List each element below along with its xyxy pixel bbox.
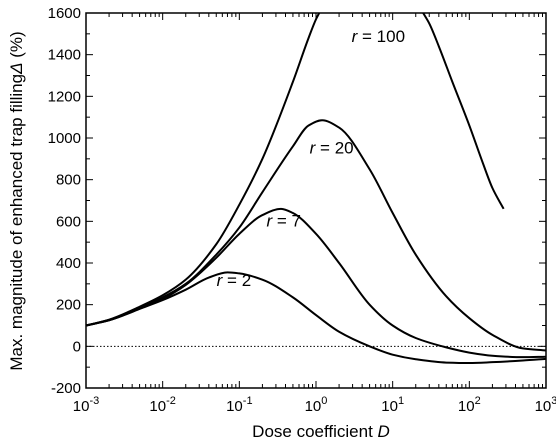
- x-tick-label: 10-2: [149, 395, 175, 415]
- y-tick-label: 1200: [48, 88, 81, 105]
- curve-labels-layer: r = 2 r = 7 r = 20 r = 100: [217, 27, 405, 290]
- x-tick-label: 10-3: [73, 395, 99, 415]
- x-tick-label: 103: [535, 395, 556, 415]
- plot-area-frame: [85, 12, 547, 389]
- y-tick-label: 400: [56, 255, 81, 272]
- y-tick-label: -200: [51, 380, 81, 397]
- y-axis-title: Max. magnitude of enhanced trap fillingΔ…: [7, 31, 26, 370]
- x-tick-label: 10-1: [226, 395, 252, 415]
- x-tick-label: 102: [458, 395, 481, 415]
- curve-label-r-100: r = 100: [352, 27, 405, 46]
- y-tick-label: 1000: [48, 130, 81, 147]
- y-tick-label: 200: [56, 297, 81, 314]
- curve-r-20-line-0: [86, 119, 546, 352]
- x-tick-labels: 10-3 10-2 10-1 100 101 102 103: [73, 395, 556, 415]
- curve-r-100-line-1: [422, 13, 505, 210]
- y-tick-label: 1600: [48, 5, 81, 22]
- curve-label-r-2: r = 2: [217, 271, 252, 290]
- x-tick-label: 101: [381, 395, 404, 415]
- curve-label-r-7: r = 7: [267, 212, 302, 231]
- curve-r-7-line-0: [86, 207, 546, 359]
- curve-r-100-line-0: [86, 13, 321, 327]
- ticks-layer: [85, 12, 547, 389]
- y-tick-label: 1400: [48, 47, 81, 64]
- curves-layer: [86, 13, 546, 365]
- x-axis-title: Dose coefficient D: [252, 422, 390, 441]
- y-tick-label: 800: [56, 172, 81, 189]
- curve-label-r-20: r = 20: [310, 139, 354, 158]
- y-tick-label: 600: [56, 213, 81, 230]
- y-tick-labels: -200 0 200 400 600 800 1000 1200 1400 1600: [48, 5, 81, 397]
- y-tick-label: 0: [73, 338, 81, 355]
- curve-r-2-line-0: [86, 271, 546, 365]
- x-tick-label: 100: [305, 395, 328, 415]
